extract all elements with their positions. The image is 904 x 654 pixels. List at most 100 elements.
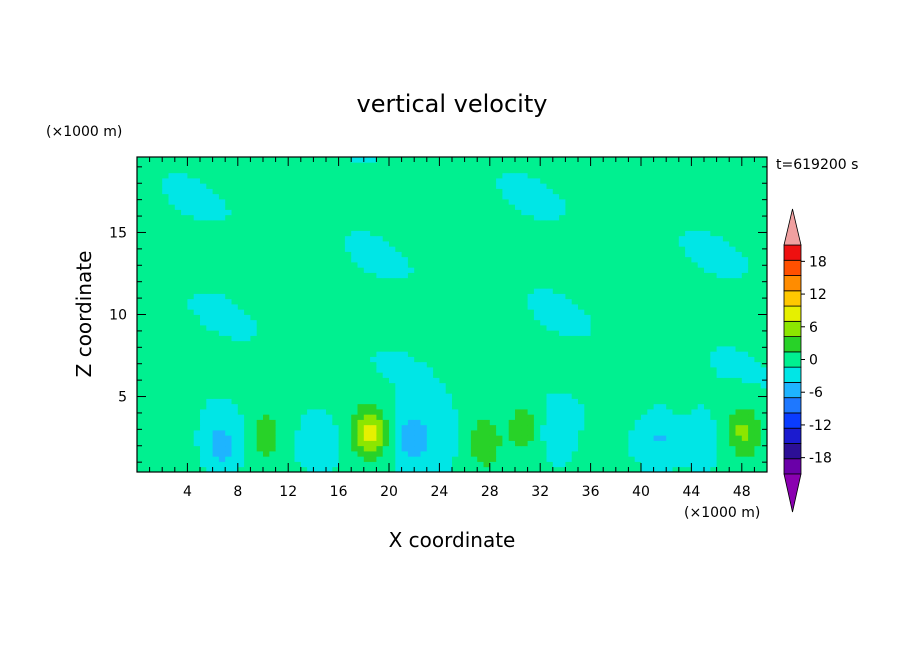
field-cell xyxy=(288,372,295,378)
field-cell xyxy=(269,319,276,326)
field-cell xyxy=(659,351,667,357)
field-cell xyxy=(508,272,516,279)
field-cell xyxy=(552,304,560,310)
field-cell xyxy=(143,235,150,242)
field-cell xyxy=(754,388,762,394)
field-cell xyxy=(319,298,327,305)
field-cell xyxy=(716,209,724,216)
field-cell xyxy=(515,235,522,242)
field-cell xyxy=(565,372,573,378)
field-cell xyxy=(307,262,314,268)
field-cell xyxy=(722,335,730,342)
field-cell xyxy=(426,335,434,342)
field-cell xyxy=(237,377,245,384)
field-cell xyxy=(433,361,440,368)
field-cell xyxy=(137,230,144,237)
field-cell xyxy=(502,367,510,373)
field-cell xyxy=(515,230,522,237)
field-cell xyxy=(344,356,352,363)
field-cell xyxy=(414,283,421,289)
field-cell xyxy=(225,235,232,242)
field-cell xyxy=(735,330,743,336)
field-cell xyxy=(181,340,188,347)
field-cell xyxy=(508,209,516,216)
field-cell xyxy=(193,272,201,279)
field-cell xyxy=(162,377,169,384)
field-cell xyxy=(710,414,717,420)
field-cell xyxy=(174,398,182,405)
field-cell xyxy=(363,293,371,300)
field-cell xyxy=(634,209,642,216)
field-cell xyxy=(338,403,346,410)
field-cell xyxy=(269,293,276,300)
field-cell xyxy=(578,256,585,263)
field-cell xyxy=(206,351,213,357)
field-cell xyxy=(521,435,528,441)
field-cell xyxy=(137,267,144,273)
field-cell xyxy=(697,372,705,378)
field-cell xyxy=(685,461,692,468)
field-cell xyxy=(722,414,730,420)
field-cell xyxy=(552,241,560,247)
field-cell xyxy=(250,367,258,373)
field-cell xyxy=(407,225,415,231)
field-cell xyxy=(263,440,270,447)
field-cell xyxy=(710,246,717,252)
field-cell xyxy=(685,267,692,273)
field-cell xyxy=(414,288,421,294)
field-cell xyxy=(615,398,623,405)
field-cell xyxy=(590,435,598,441)
field-cell xyxy=(722,466,730,473)
field-cell xyxy=(464,456,472,462)
field-cell xyxy=(666,325,673,331)
field-cell xyxy=(685,372,692,378)
field-cell xyxy=(760,340,768,347)
field-cell xyxy=(628,393,636,399)
field-cell xyxy=(603,309,610,315)
field-cell xyxy=(521,382,528,389)
field-cell xyxy=(533,214,541,221)
field-cell xyxy=(615,456,623,462)
field-cell xyxy=(470,283,478,289)
field-cell xyxy=(464,283,472,289)
field-cell xyxy=(168,424,176,431)
field-cell xyxy=(193,382,201,389)
field-cell xyxy=(452,451,459,457)
field-cell xyxy=(565,466,573,473)
field-cell xyxy=(748,393,755,399)
field-cell xyxy=(439,262,447,268)
field-cell xyxy=(552,209,560,216)
field-cell xyxy=(628,319,636,326)
field-cell xyxy=(470,414,478,420)
field-cell xyxy=(407,262,415,268)
field-cell xyxy=(540,267,547,273)
field-cell xyxy=(313,382,321,389)
field-cell xyxy=(464,430,472,436)
field-cell xyxy=(187,283,195,289)
field-cell xyxy=(628,403,636,410)
field-cell xyxy=(370,220,377,226)
field-cell xyxy=(439,314,447,321)
field-cell xyxy=(137,466,144,473)
field-cell xyxy=(162,419,169,426)
field-cell xyxy=(263,225,270,231)
field-cell xyxy=(615,445,623,452)
field-cell xyxy=(338,430,346,436)
field-cell xyxy=(332,241,339,247)
field-cell xyxy=(546,451,554,457)
field-cell xyxy=(338,251,346,258)
field-cell xyxy=(250,356,258,363)
field-cell xyxy=(527,461,535,468)
field-cell xyxy=(559,262,566,268)
field-cell xyxy=(433,356,440,363)
field-cell xyxy=(546,367,554,373)
field-cell xyxy=(250,340,258,347)
field-cell xyxy=(332,262,339,268)
field-cell xyxy=(376,251,384,258)
field-cell xyxy=(748,256,755,263)
field-cell xyxy=(546,409,554,415)
field-cell xyxy=(672,304,680,310)
field-cell xyxy=(470,372,478,378)
field-cell xyxy=(691,293,699,300)
field-cell xyxy=(212,466,220,473)
